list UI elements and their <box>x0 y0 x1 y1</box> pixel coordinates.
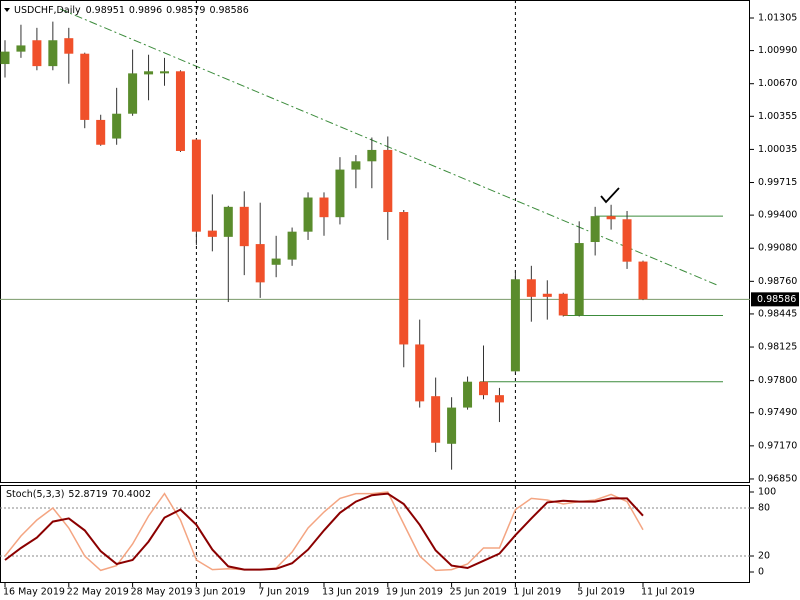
candle-body <box>383 149 393 213</box>
candle-body <box>622 219 632 262</box>
x-tick-label: 16 May 2019 <box>3 587 65 598</box>
candle-body <box>160 71 169 74</box>
candle-body <box>32 40 42 67</box>
x-tick-label: 13 Jun 2019 <box>322 587 379 598</box>
candle-body <box>606 216 616 220</box>
candle-body <box>96 119 106 145</box>
candle-body <box>128 73 138 114</box>
stoch-line <box>4 491 644 572</box>
y-tick-label: 0.98760 <box>758 276 797 287</box>
candle-body <box>558 293 568 316</box>
candle-body <box>112 113 122 139</box>
price-label: 0.98586 <box>757 294 796 305</box>
y-tick-label: 0.96850 <box>758 473 797 484</box>
x-tick-label: 19 Jun 2019 <box>386 587 443 598</box>
y-tick-label: 1.00990 <box>758 45 797 56</box>
chart-header: USDCHF,Daily 0.98951 0.9896 0.98579 0.98586 <box>14 5 249 16</box>
candle-body <box>191 139 201 232</box>
candle-body <box>319 197 329 218</box>
y-tick-label: 1.00670 <box>758 78 797 89</box>
x-tick-label: 28 May 2019 <box>131 587 193 598</box>
main-frame <box>0 0 750 483</box>
candle-body <box>590 216 600 243</box>
candle-body <box>223 206 233 237</box>
candle-body <box>0 51 10 65</box>
y-tick-label: 0.99400 <box>758 210 797 221</box>
stoch-frame <box>0 485 750 583</box>
y-tick-label: 0.99080 <box>758 243 797 254</box>
y-tick-label: 0.97170 <box>758 440 797 451</box>
y-tick-label: 0.99715 <box>758 177 797 188</box>
y-tick-label: 0.97800 <box>758 375 797 386</box>
candle-body <box>271 258 281 265</box>
stoch-header: Stoch(5,3,3) 52.8719 70.4002 <box>6 489 151 500</box>
candle-body <box>351 161 361 170</box>
candle-body <box>526 279 536 297</box>
candle-body <box>175 71 185 151</box>
candle-body <box>207 230 217 237</box>
y-tick-label: 1.01305 <box>758 13 797 24</box>
candle-body <box>239 206 249 247</box>
y-tick-label: 1.00355 <box>758 111 797 122</box>
candle-body <box>542 293 552 297</box>
candle-body <box>638 261 648 300</box>
y-tick-label: 0 <box>758 567 764 578</box>
menu-arrow <box>4 8 10 12</box>
check-mark <box>600 187 620 204</box>
y-tick-label: 100 <box>758 487 776 498</box>
y-tick-label: 20 <box>758 551 770 562</box>
stoch-line <box>4 492 644 571</box>
y-tick-label: 0.98445 <box>758 308 797 319</box>
candle-body <box>367 149 377 162</box>
candle-body <box>574 243 584 316</box>
candle-body <box>479 381 488 396</box>
candle-body <box>494 395 504 403</box>
candle-body <box>463 381 473 408</box>
x-tick-label: 25 Jun 2019 <box>450 587 507 598</box>
candle-body <box>64 38 74 54</box>
x-tick-label: 22 May 2019 <box>67 587 129 598</box>
candle-body <box>303 197 313 232</box>
candle-body <box>144 71 154 75</box>
price-label-box <box>751 292 799 307</box>
candle-body <box>16 45 26 52</box>
candle-body <box>255 244 265 283</box>
y-tick-label: 0.98125 <box>758 342 797 353</box>
y-tick-label: 1.00035 <box>758 144 797 155</box>
x-tick-label: 3 Jun 2019 <box>194 587 245 598</box>
candle-body <box>431 396 441 443</box>
x-tick-label: 7 Jun 2019 <box>258 587 309 598</box>
candle-body <box>447 407 457 444</box>
candle-body <box>48 40 58 67</box>
x-tick-label: 1 Jul 2019 <box>513 587 561 598</box>
trend-line <box>59 8 718 286</box>
candle-body <box>335 169 345 218</box>
y-tick-label: 0.97490 <box>758 407 797 418</box>
candle-body <box>510 279 520 372</box>
x-tick-label: 5 Jul 2019 <box>577 587 625 598</box>
candle-body <box>80 53 90 120</box>
candle-body <box>287 231 297 260</box>
x-tick-label: 11 Jul 2019 <box>641 587 695 598</box>
y-tick-label: 80 <box>758 503 770 514</box>
candle-body <box>415 344 425 402</box>
candle-body <box>399 212 409 345</box>
